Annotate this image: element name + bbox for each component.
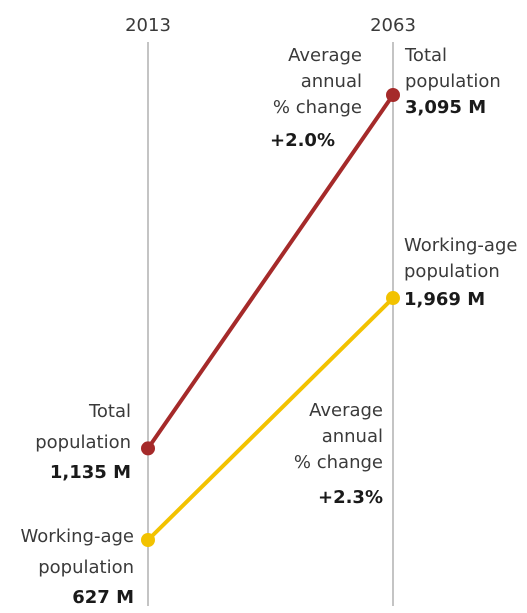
end-label-working-line1: Working-age [404,235,517,256]
series-line-total-population [146,93,395,451]
start-value-total: 1,135 M [50,462,131,483]
start-label-working-line2: population [38,557,134,578]
change-label-working-line3: % change [294,452,383,473]
year-label-start: 2013 [125,15,171,36]
end-label-total-line2: population [405,71,501,92]
change-label-total-line2: annual [301,71,362,92]
end-value-working: 1,969 M [404,289,485,310]
change-label-total-line3: % change [273,97,362,118]
end-label-working-line2: population [404,261,500,282]
data-point-total-2013 [141,441,155,456]
start-label-total-line2: population [35,432,131,453]
start-label-working-line1: Working-age [21,526,134,547]
data-point-total-2063 [386,88,400,102]
start-label-total-line1: Total [88,401,131,422]
start-value-working: 627 M [72,587,134,608]
change-label-working-line1: Average [309,400,383,421]
series-line-working-age-population [146,296,395,542]
change-value-total: +2.0% [270,130,335,151]
year-label-end: 2063 [370,15,416,36]
data-point-working-age-2013 [141,533,155,547]
change-value-working: +2.3% [318,487,383,508]
data-point-working-age-2063 [386,291,400,306]
change-label-total-line1: Average [288,45,362,66]
end-value-total: 3,095 M [405,97,486,118]
end-label-total-line1: Total [404,45,447,66]
change-label-working-line2: annual [322,426,383,447]
